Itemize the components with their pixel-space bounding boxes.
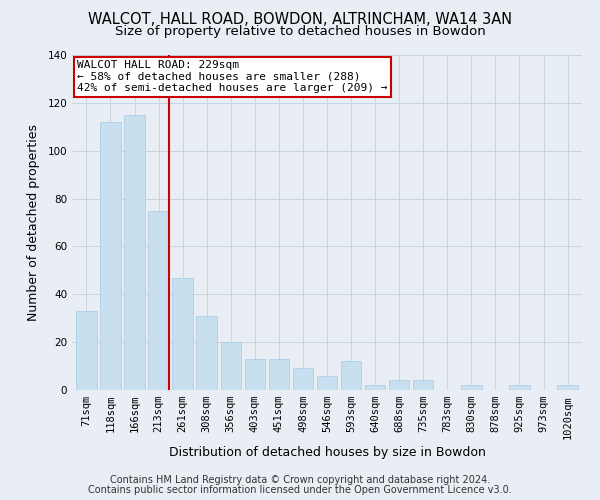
X-axis label: Distribution of detached houses by size in Bowdon: Distribution of detached houses by size … bbox=[169, 446, 485, 458]
Text: Contains public sector information licensed under the Open Government Licence v3: Contains public sector information licen… bbox=[88, 485, 512, 495]
Bar bbox=[293, 368, 313, 390]
Bar bbox=[196, 316, 217, 390]
Text: WALCOT, HALL ROAD, BOWDON, ALTRINCHAM, WA14 3AN: WALCOT, HALL ROAD, BOWDON, ALTRINCHAM, W… bbox=[88, 12, 512, 28]
Bar bbox=[317, 376, 337, 390]
Bar bbox=[413, 380, 433, 390]
Bar bbox=[269, 359, 289, 390]
Text: Size of property relative to detached houses in Bowdon: Size of property relative to detached ho… bbox=[115, 25, 485, 38]
Bar bbox=[124, 115, 145, 390]
Bar bbox=[461, 385, 482, 390]
Y-axis label: Number of detached properties: Number of detached properties bbox=[28, 124, 40, 321]
Text: Contains HM Land Registry data © Crown copyright and database right 2024.: Contains HM Land Registry data © Crown c… bbox=[110, 475, 490, 485]
Bar bbox=[557, 385, 578, 390]
Bar bbox=[76, 311, 97, 390]
Bar bbox=[389, 380, 409, 390]
Bar bbox=[245, 359, 265, 390]
Text: WALCOT HALL ROAD: 229sqm
← 58% of detached houses are smaller (288)
42% of semi-: WALCOT HALL ROAD: 229sqm ← 58% of detach… bbox=[77, 60, 388, 93]
Bar bbox=[148, 210, 169, 390]
Bar bbox=[341, 362, 361, 390]
Bar bbox=[365, 385, 385, 390]
Bar bbox=[100, 122, 121, 390]
Bar bbox=[509, 385, 530, 390]
Bar bbox=[221, 342, 241, 390]
Bar bbox=[172, 278, 193, 390]
